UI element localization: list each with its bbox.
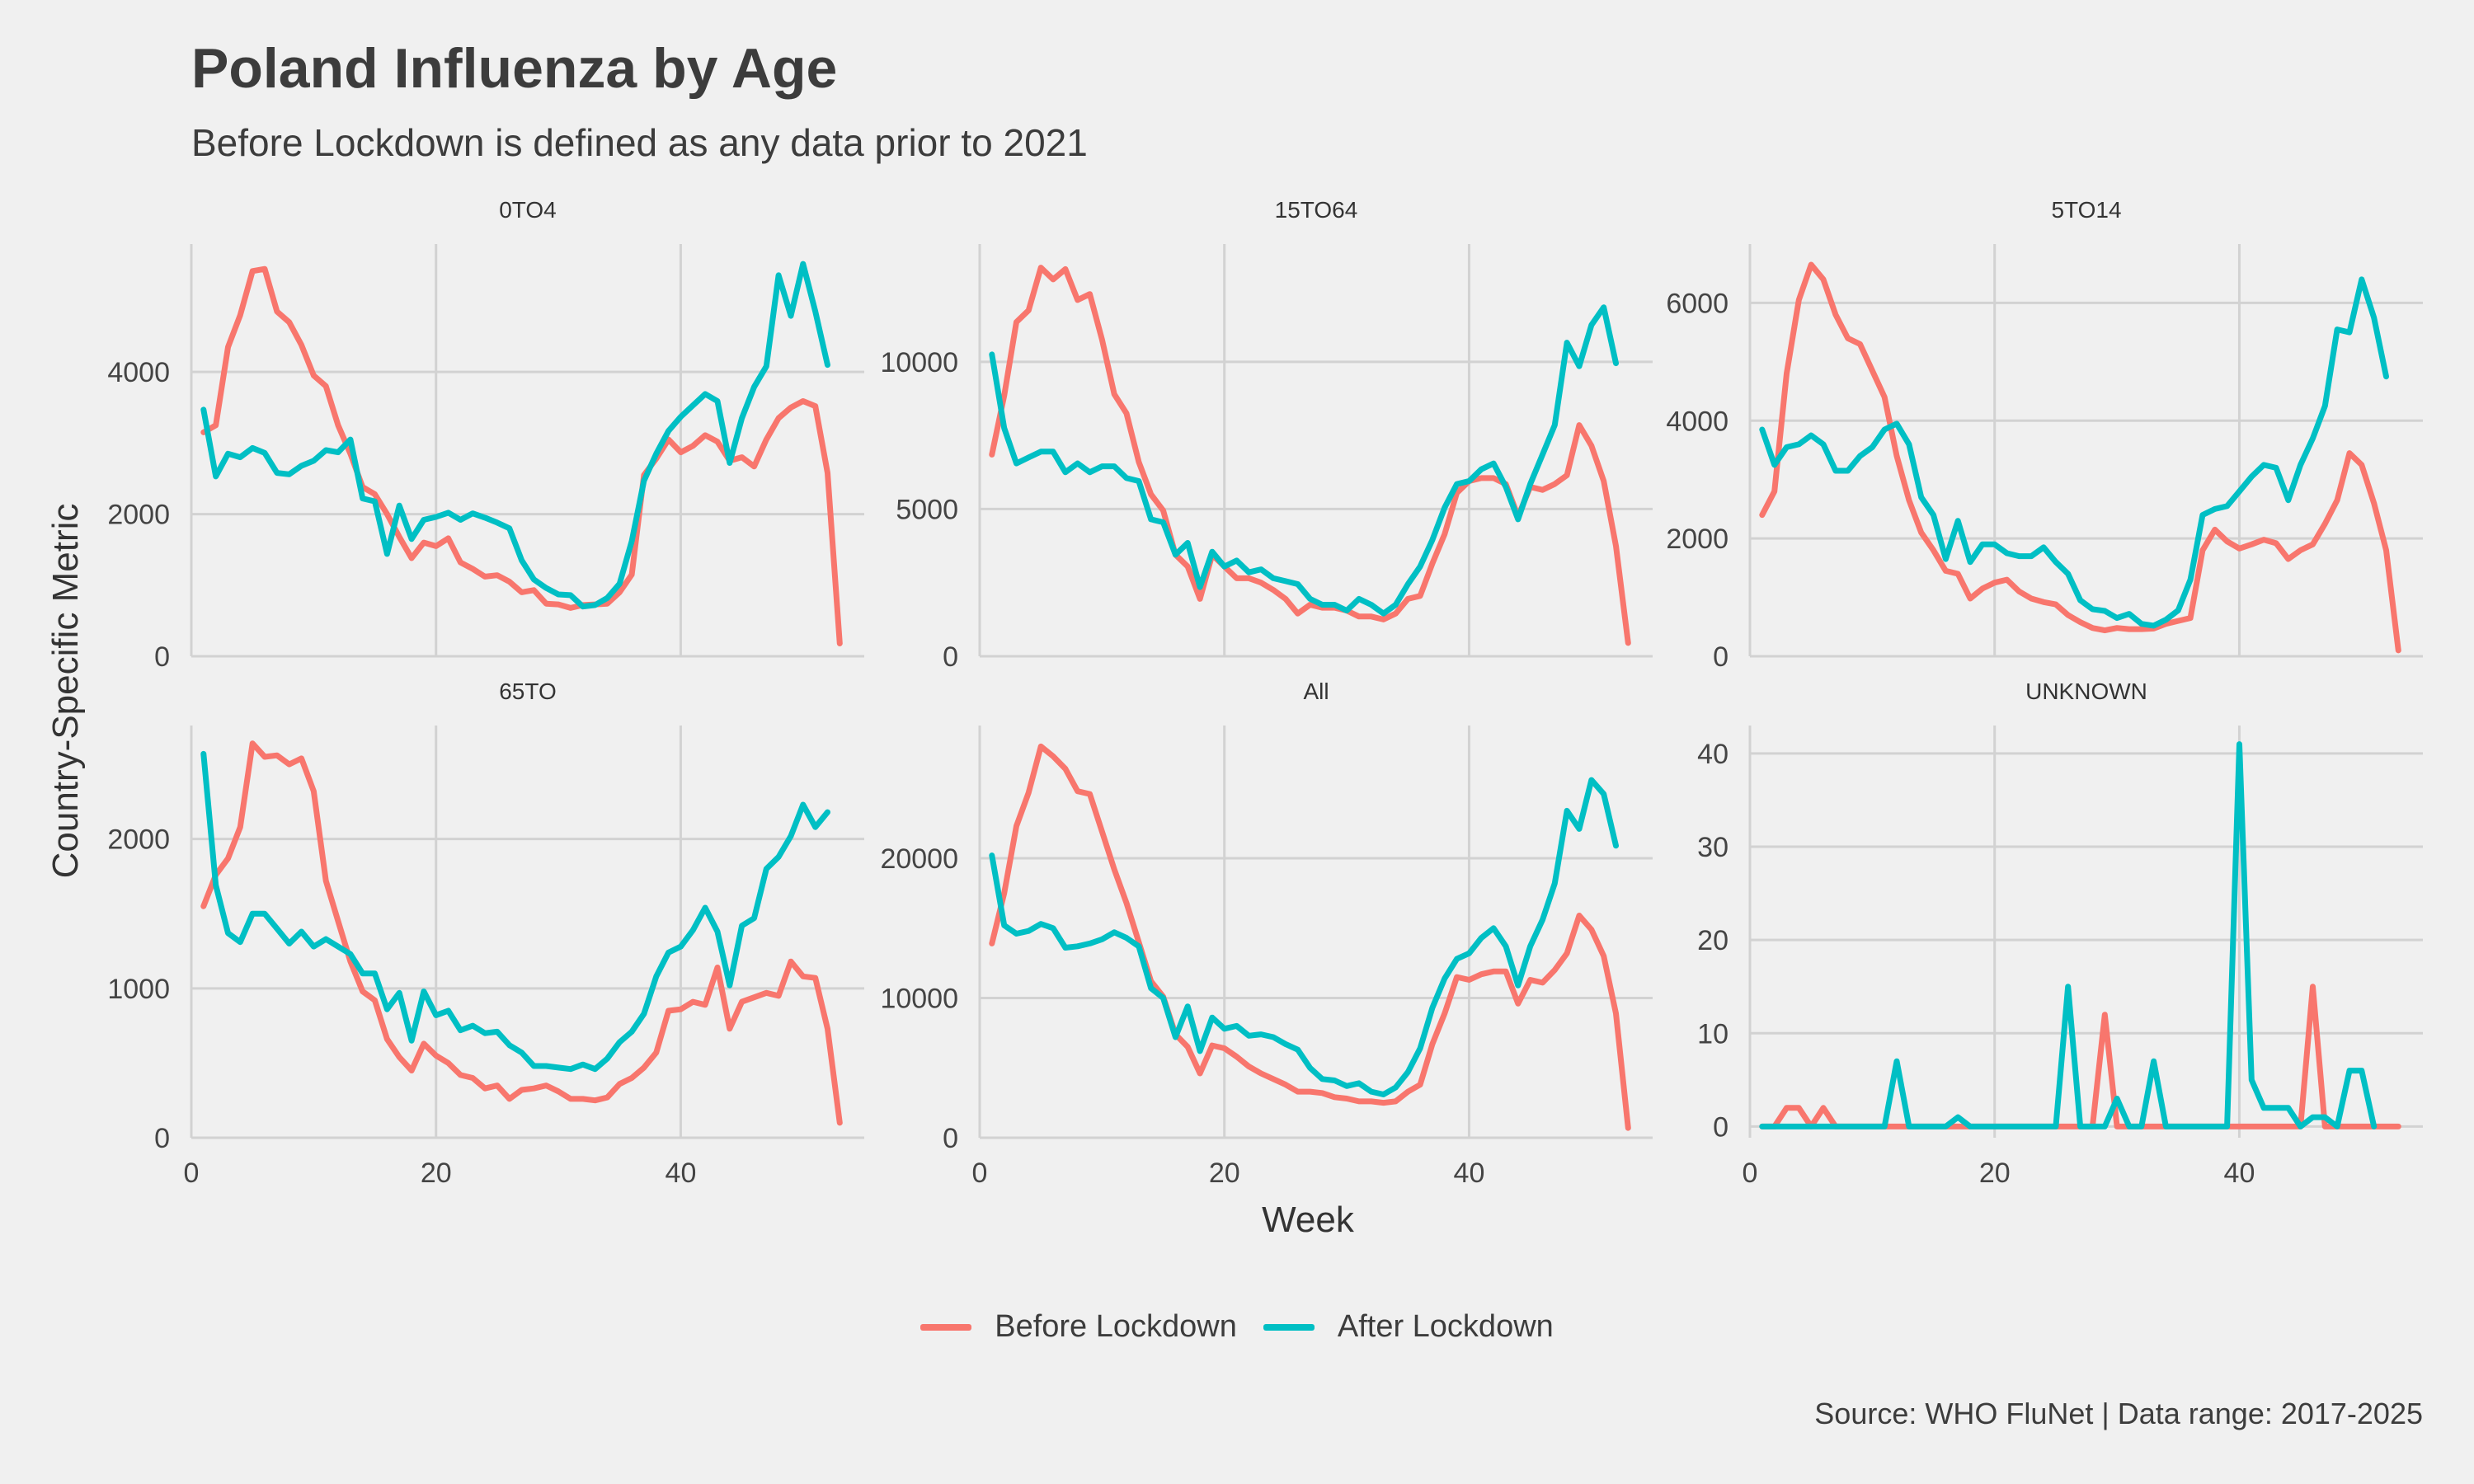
facet-panel: All 0 10000 20000 0 20 40 [880, 679, 1653, 1189]
y-tick-label: 0 [1713, 1111, 1729, 1143]
x-tick-label: 40 [666, 1158, 697, 1189]
series-line-before [200, 265, 843, 646]
x-tick-label: 40 [1454, 1158, 1485, 1189]
series-line-after [1759, 741, 2378, 1129]
x-tick-label: 40 [2224, 1158, 2255, 1189]
facet-panel: UNKNOWN 0 10 20 30 40 0 20 40 [1697, 679, 2423, 1189]
legend-item-before: Before Lockdown [920, 1309, 1237, 1345]
facet-panel: 15TO64 0 5000 10000 [880, 197, 1653, 673]
chart-subtitle: Before Lockdown is defined as any data p… [191, 121, 1088, 164]
y-tick-label: 0 [1713, 641, 1729, 673]
y-tick-label: 20000 [880, 843, 958, 875]
y-tick-label: 10 [1697, 1018, 1729, 1050]
x-tick-label: 0 [1743, 1158, 1758, 1189]
y-tick-label: 6000 [1666, 288, 1729, 319]
y-tick-label: 0 [154, 1123, 170, 1154]
y-tick-label: 10000 [880, 347, 958, 378]
series-line-before [989, 265, 1631, 646]
y-tick-label: 0 [154, 641, 170, 673]
y-tick-label: 10000 [880, 984, 958, 1015]
series-line-after [200, 750, 830, 1073]
chart-caption: Source: WHO FluNet | Data range: 2017-20… [1814, 1397, 2423, 1430]
y-tick-label: 1000 [107, 974, 170, 1005]
legend-label-before: Before Lockdown [995, 1309, 1237, 1344]
facet-label-0to4: 0TO4 [499, 197, 557, 223]
series-line-before [1759, 261, 2401, 654]
x-tick-label: 0 [972, 1158, 988, 1189]
y-tick-label: 0 [943, 641, 958, 673]
series-line-after [989, 304, 1619, 617]
x-axis-title: Week [1262, 1200, 1355, 1240]
legend-label-after: After Lockdown [1337, 1309, 1554, 1344]
y-tick-label: 30 [1697, 832, 1729, 863]
y-tick-label: 4000 [1666, 406, 1729, 437]
x-tick-label: 20 [421, 1158, 452, 1189]
chart-legend: Before Lockdown After Lockdown [0, 1309, 2474, 1345]
facet-label-15to64: 15TO64 [1275, 197, 1358, 223]
x-tick-label: 20 [1209, 1158, 1240, 1189]
facet-label-unknown: UNKNOWN [2025, 679, 2147, 704]
series-line-after [989, 777, 1619, 1097]
y-axis-title: Country-Specific Metric [45, 504, 86, 879]
y-tick-label: 2000 [107, 824, 170, 856]
facet-panel: 65TO 0 1000 2000 0 20 40 [107, 679, 864, 1189]
series-line-before [200, 740, 843, 1126]
y-tick-label: 4000 [107, 357, 170, 388]
facet-label-65to: 65TO [499, 679, 557, 704]
y-tick-label: 2000 [107, 500, 170, 531]
legend-item-after: After Lockdown [1263, 1309, 1554, 1345]
y-tick-label: 20 [1697, 925, 1729, 956]
legend-swatch-after [1263, 1323, 1315, 1331]
series-line-before [989, 743, 1631, 1131]
facet-panel: 0TO4 0 2000 4000 [107, 197, 864, 673]
facet-panel: 5TO14 0 2000 4000 6000 [1666, 197, 2423, 673]
y-tick-label: 5000 [896, 494, 958, 525]
facet-label-5to14: 5TO14 [2051, 197, 2121, 223]
y-tick-label: 40 [1697, 739, 1729, 770]
x-tick-label: 0 [184, 1158, 200, 1189]
chart-title: Poland Influenza by Age [191, 37, 838, 100]
y-tick-label: 2000 [1666, 524, 1729, 555]
series-line-after [1759, 276, 2389, 629]
y-tick-label: 0 [943, 1123, 958, 1154]
series-line-after [200, 261, 830, 610]
x-tick-label: 20 [1979, 1158, 2011, 1189]
facet-label-all: All [1303, 679, 1329, 704]
legend-swatch-before [920, 1323, 972, 1331]
